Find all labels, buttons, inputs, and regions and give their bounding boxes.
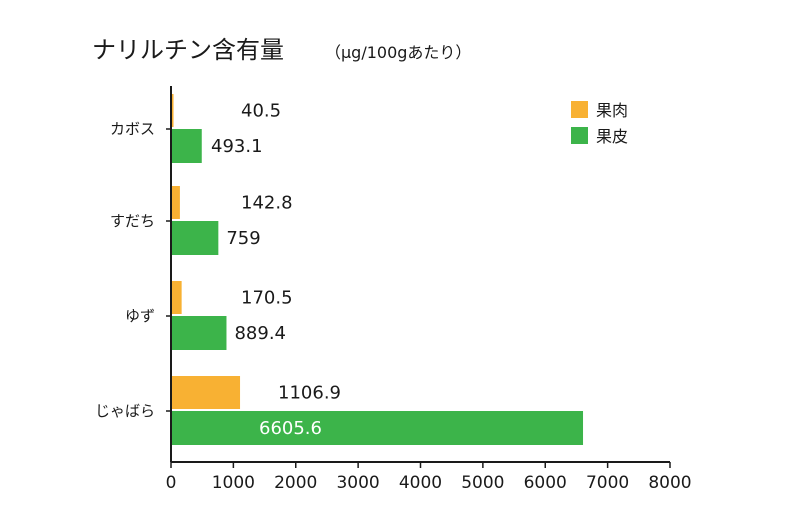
data-label-1-1: 759: [226, 228, 260, 249]
chart-title: ナリルチン含有量 （μg/100gあたり）: [92, 36, 471, 64]
legend-swatch-0: [571, 101, 588, 118]
x-tick-label-0: 0: [166, 473, 177, 493]
x-tick-label-4: 4000: [399, 473, 442, 493]
data-label-3-0: 1106.9: [278, 383, 341, 404]
x-tick-label-6: 6000: [524, 473, 567, 493]
data-label-2-0: 170.5: [241, 288, 293, 309]
category-label-3: じゃばら: [95, 402, 155, 420]
bar-1-1: [171, 221, 219, 255]
data-label-3-1: 6605.6: [259, 418, 322, 439]
bar-0-0: [171, 94, 174, 127]
data-label-0-0: 40.5: [241, 101, 281, 122]
x-tick-label-8: 8000: [648, 473, 691, 493]
legend-label-1: 果皮: [596, 127, 628, 146]
chart-title-unit: （μg/100gあたり）: [325, 43, 471, 62]
bar-2-1: [171, 316, 227, 350]
chart-title-main: ナリルチン含有量: [92, 36, 284, 64]
x-tick-label-2: 2000: [274, 473, 317, 493]
data-label-1-0: 142.8: [241, 193, 293, 214]
x-tick-label-7: 7000: [586, 473, 629, 493]
x-tick-label-3: 3000: [336, 473, 379, 493]
bar-0-1: [171, 129, 202, 163]
bar-3-1: [171, 411, 584, 445]
plot-area: 40.5 493.1 カボス 142.8 759 すだち 170.5 889.4 ゆず 1106.…: [95, 86, 692, 493]
x-tick-label-1: 1000: [212, 473, 255, 493]
legend-label-0: 果肉: [596, 101, 628, 120]
bar-2-0: [171, 281, 182, 314]
data-label-0-1: 493.1: [211, 136, 263, 157]
x-tick-label-5: 5000: [461, 473, 504, 493]
legend-swatch-1: [571, 127, 588, 144]
bar-1-0: [171, 186, 180, 219]
category-label-0: カボス: [110, 120, 155, 138]
category-label-1: すだち: [110, 212, 155, 230]
category-label-2: ゆず: [125, 307, 155, 325]
bar-3-0: [171, 376, 241, 409]
data-label-2-1: 889.4: [234, 323, 286, 344]
